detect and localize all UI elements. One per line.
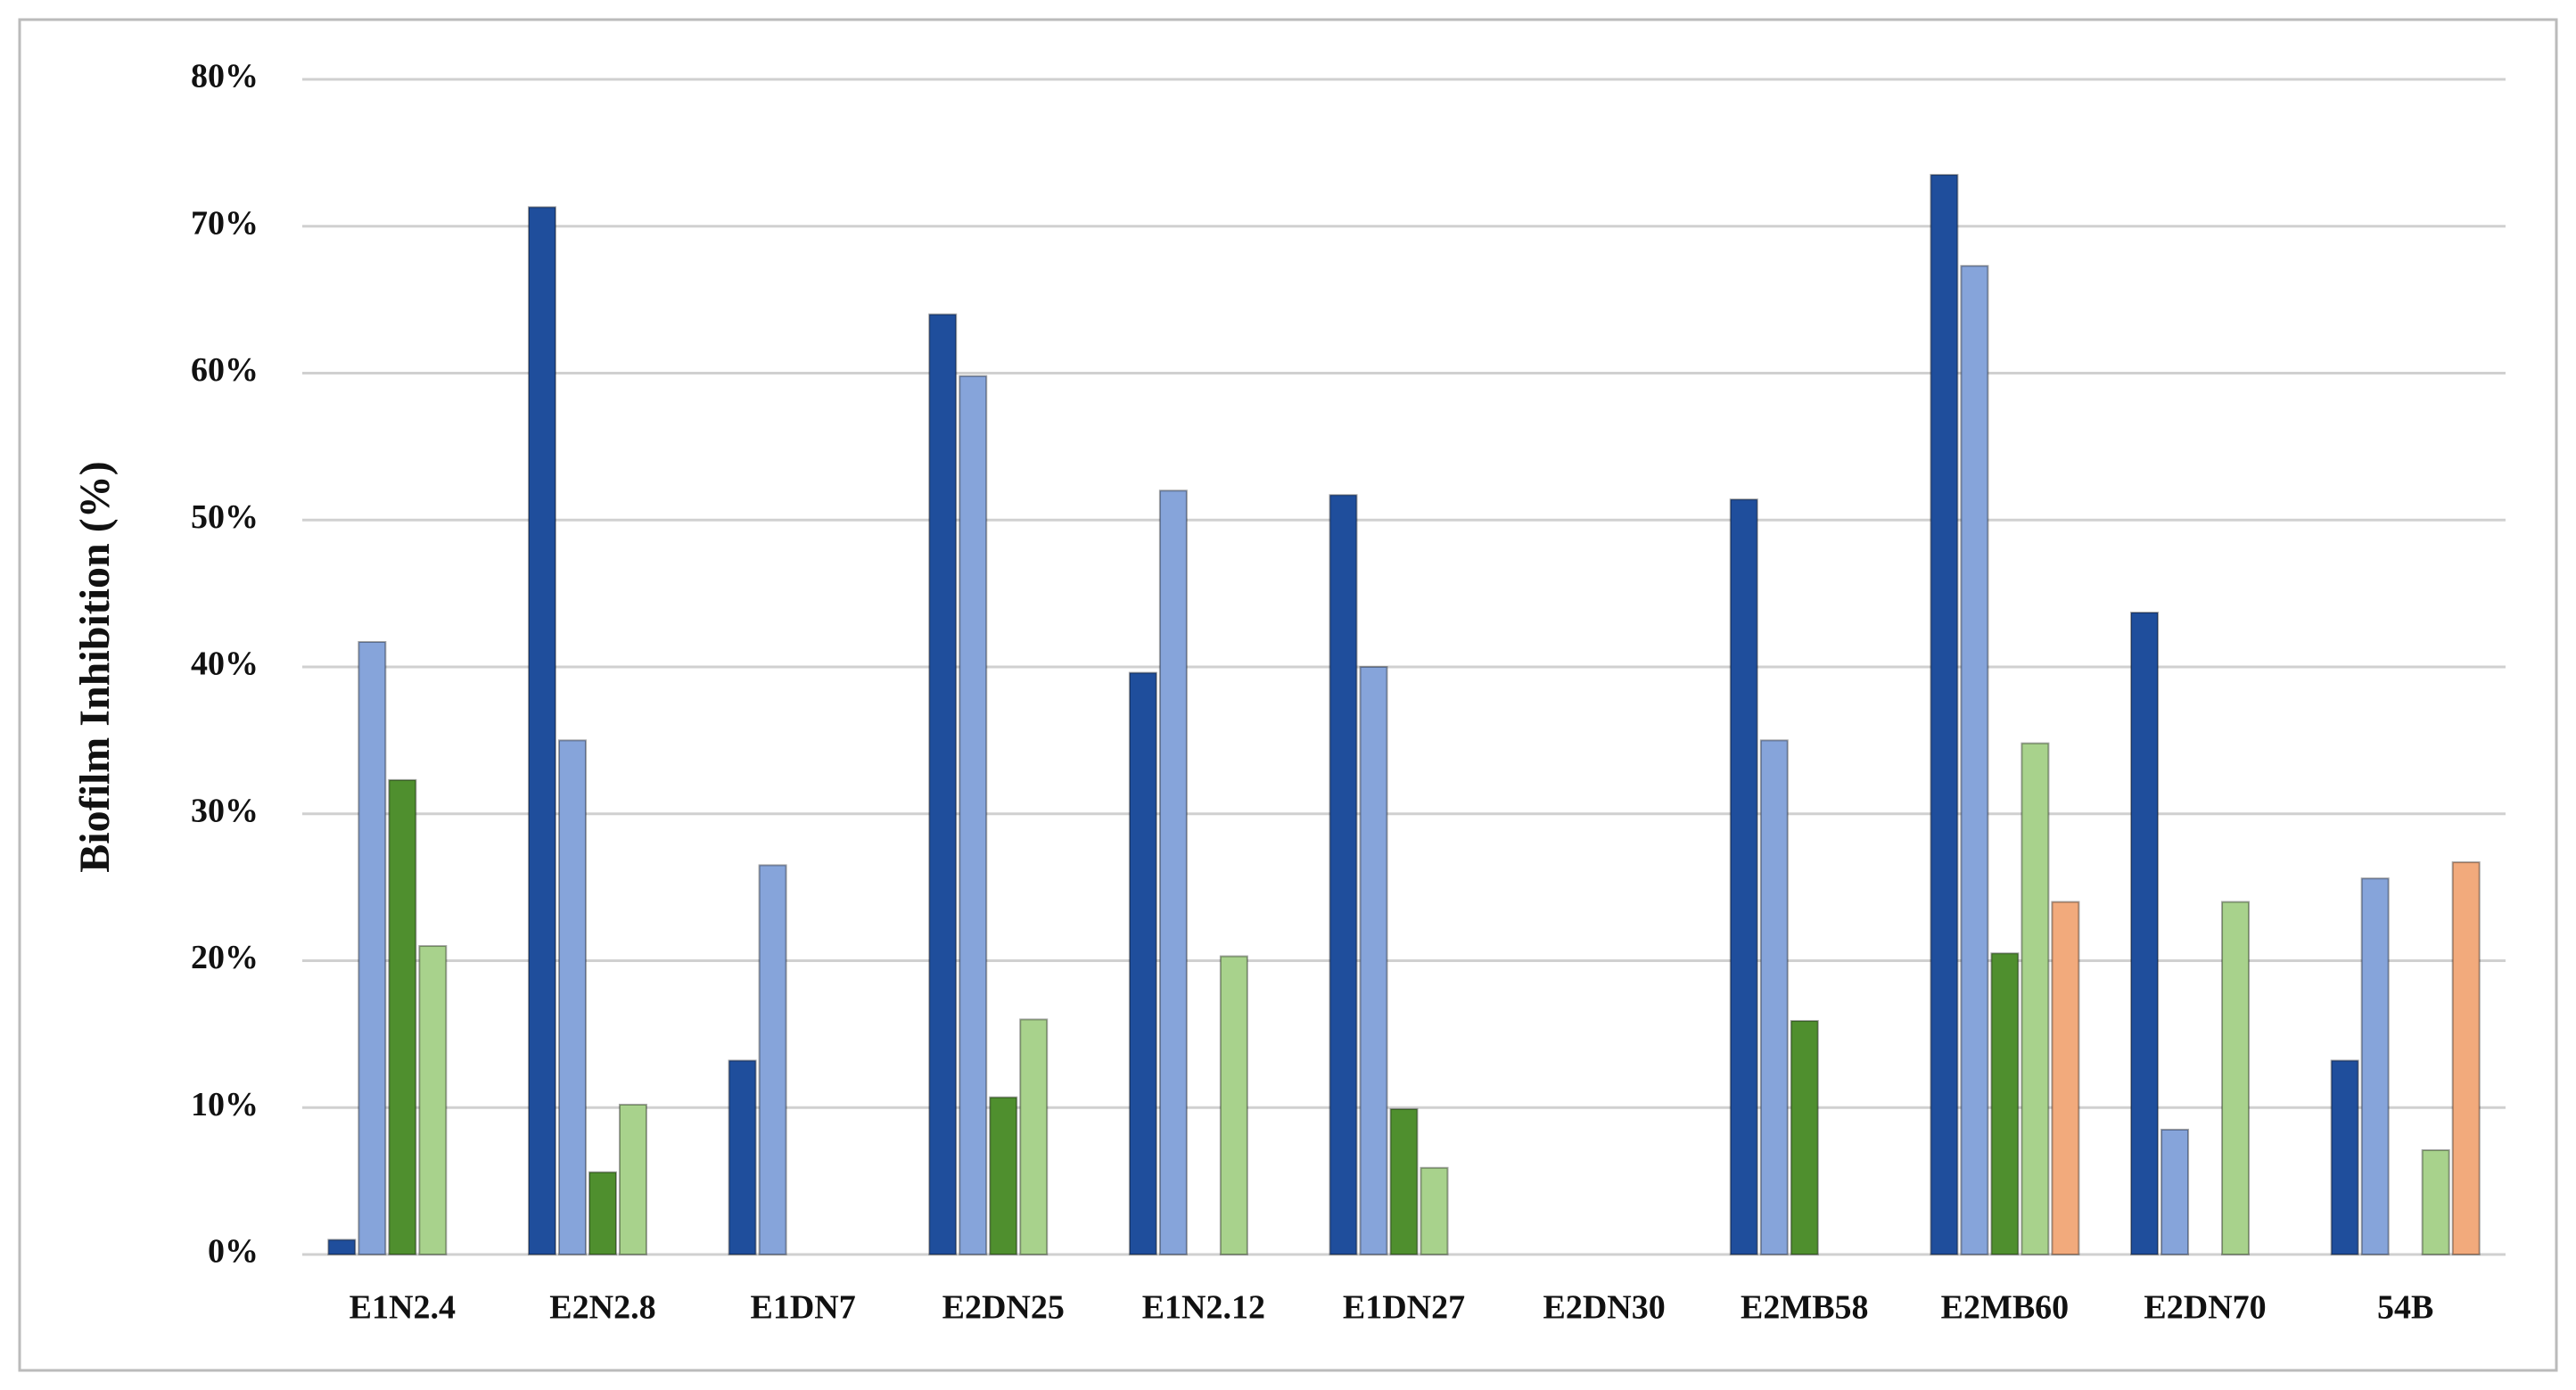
bar xyxy=(418,945,448,1256)
bar xyxy=(588,1171,617,1255)
x-tick-label: E1DN7 xyxy=(750,1289,855,1327)
x-tick-label: E2DN70 xyxy=(2144,1289,2266,1327)
bar xyxy=(728,1059,757,1256)
y-tick-label: 0% xyxy=(208,1233,259,1271)
bar xyxy=(527,206,556,1255)
y-tick-label: 70% xyxy=(191,204,259,242)
bar xyxy=(959,374,988,1256)
x-tick-label: 54B xyxy=(2377,1289,2433,1327)
bar xyxy=(618,1103,647,1255)
x-tick-label: E2MB60 xyxy=(1941,1289,2070,1327)
y-tick-label: 80% xyxy=(191,58,259,95)
y-tick-label: 40% xyxy=(191,646,259,683)
bar xyxy=(557,739,587,1255)
y-tick-label: 10% xyxy=(191,1086,259,1123)
bar xyxy=(2051,901,2080,1255)
bar xyxy=(1219,955,1248,1255)
bar xyxy=(2330,1059,2359,1256)
bar xyxy=(1128,671,1157,1255)
bar xyxy=(327,1238,357,1256)
bar xyxy=(758,864,787,1255)
y-tick-label: 50% xyxy=(191,498,259,536)
bar xyxy=(1759,739,1789,1255)
bar xyxy=(2360,877,2390,1255)
bar xyxy=(989,1096,1018,1256)
bar xyxy=(1729,498,1758,1255)
bar xyxy=(388,778,417,1255)
x-tick-label: E2N2.8 xyxy=(549,1289,655,1327)
bar xyxy=(2020,742,2050,1255)
bar xyxy=(2451,861,2481,1255)
bar xyxy=(2221,901,2251,1255)
y-tick-label: 30% xyxy=(191,792,259,829)
bar xyxy=(2160,1128,2190,1256)
x-tick-label: E2DN30 xyxy=(1543,1289,1666,1327)
y-tick-label: 60% xyxy=(191,351,259,389)
bar xyxy=(1790,1020,1819,1255)
y-axis-title: Biofilm Inhibition (%) xyxy=(71,461,119,872)
bar xyxy=(1359,666,1388,1255)
bar xyxy=(1329,494,1358,1255)
x-tick-label: E1DN27 xyxy=(1343,1289,1465,1327)
bar xyxy=(2421,1149,2450,1255)
bar xyxy=(1990,952,2020,1255)
bar xyxy=(2130,612,2160,1255)
bar xyxy=(928,313,958,1256)
x-tick-label: E1N2.12 xyxy=(1142,1289,1265,1327)
bar xyxy=(358,640,387,1255)
bar xyxy=(1420,1166,1449,1255)
bar xyxy=(1930,174,1959,1255)
x-tick-label: E2MB58 xyxy=(1741,1289,1869,1327)
bar xyxy=(1389,1107,1419,1255)
bar xyxy=(1019,1018,1049,1256)
bar xyxy=(1158,489,1188,1255)
x-tick-label: E1N2.4 xyxy=(350,1289,456,1327)
y-tick-label: 20% xyxy=(191,939,259,976)
bar xyxy=(1960,265,1989,1255)
x-tick-label: E2DN25 xyxy=(942,1289,1065,1327)
